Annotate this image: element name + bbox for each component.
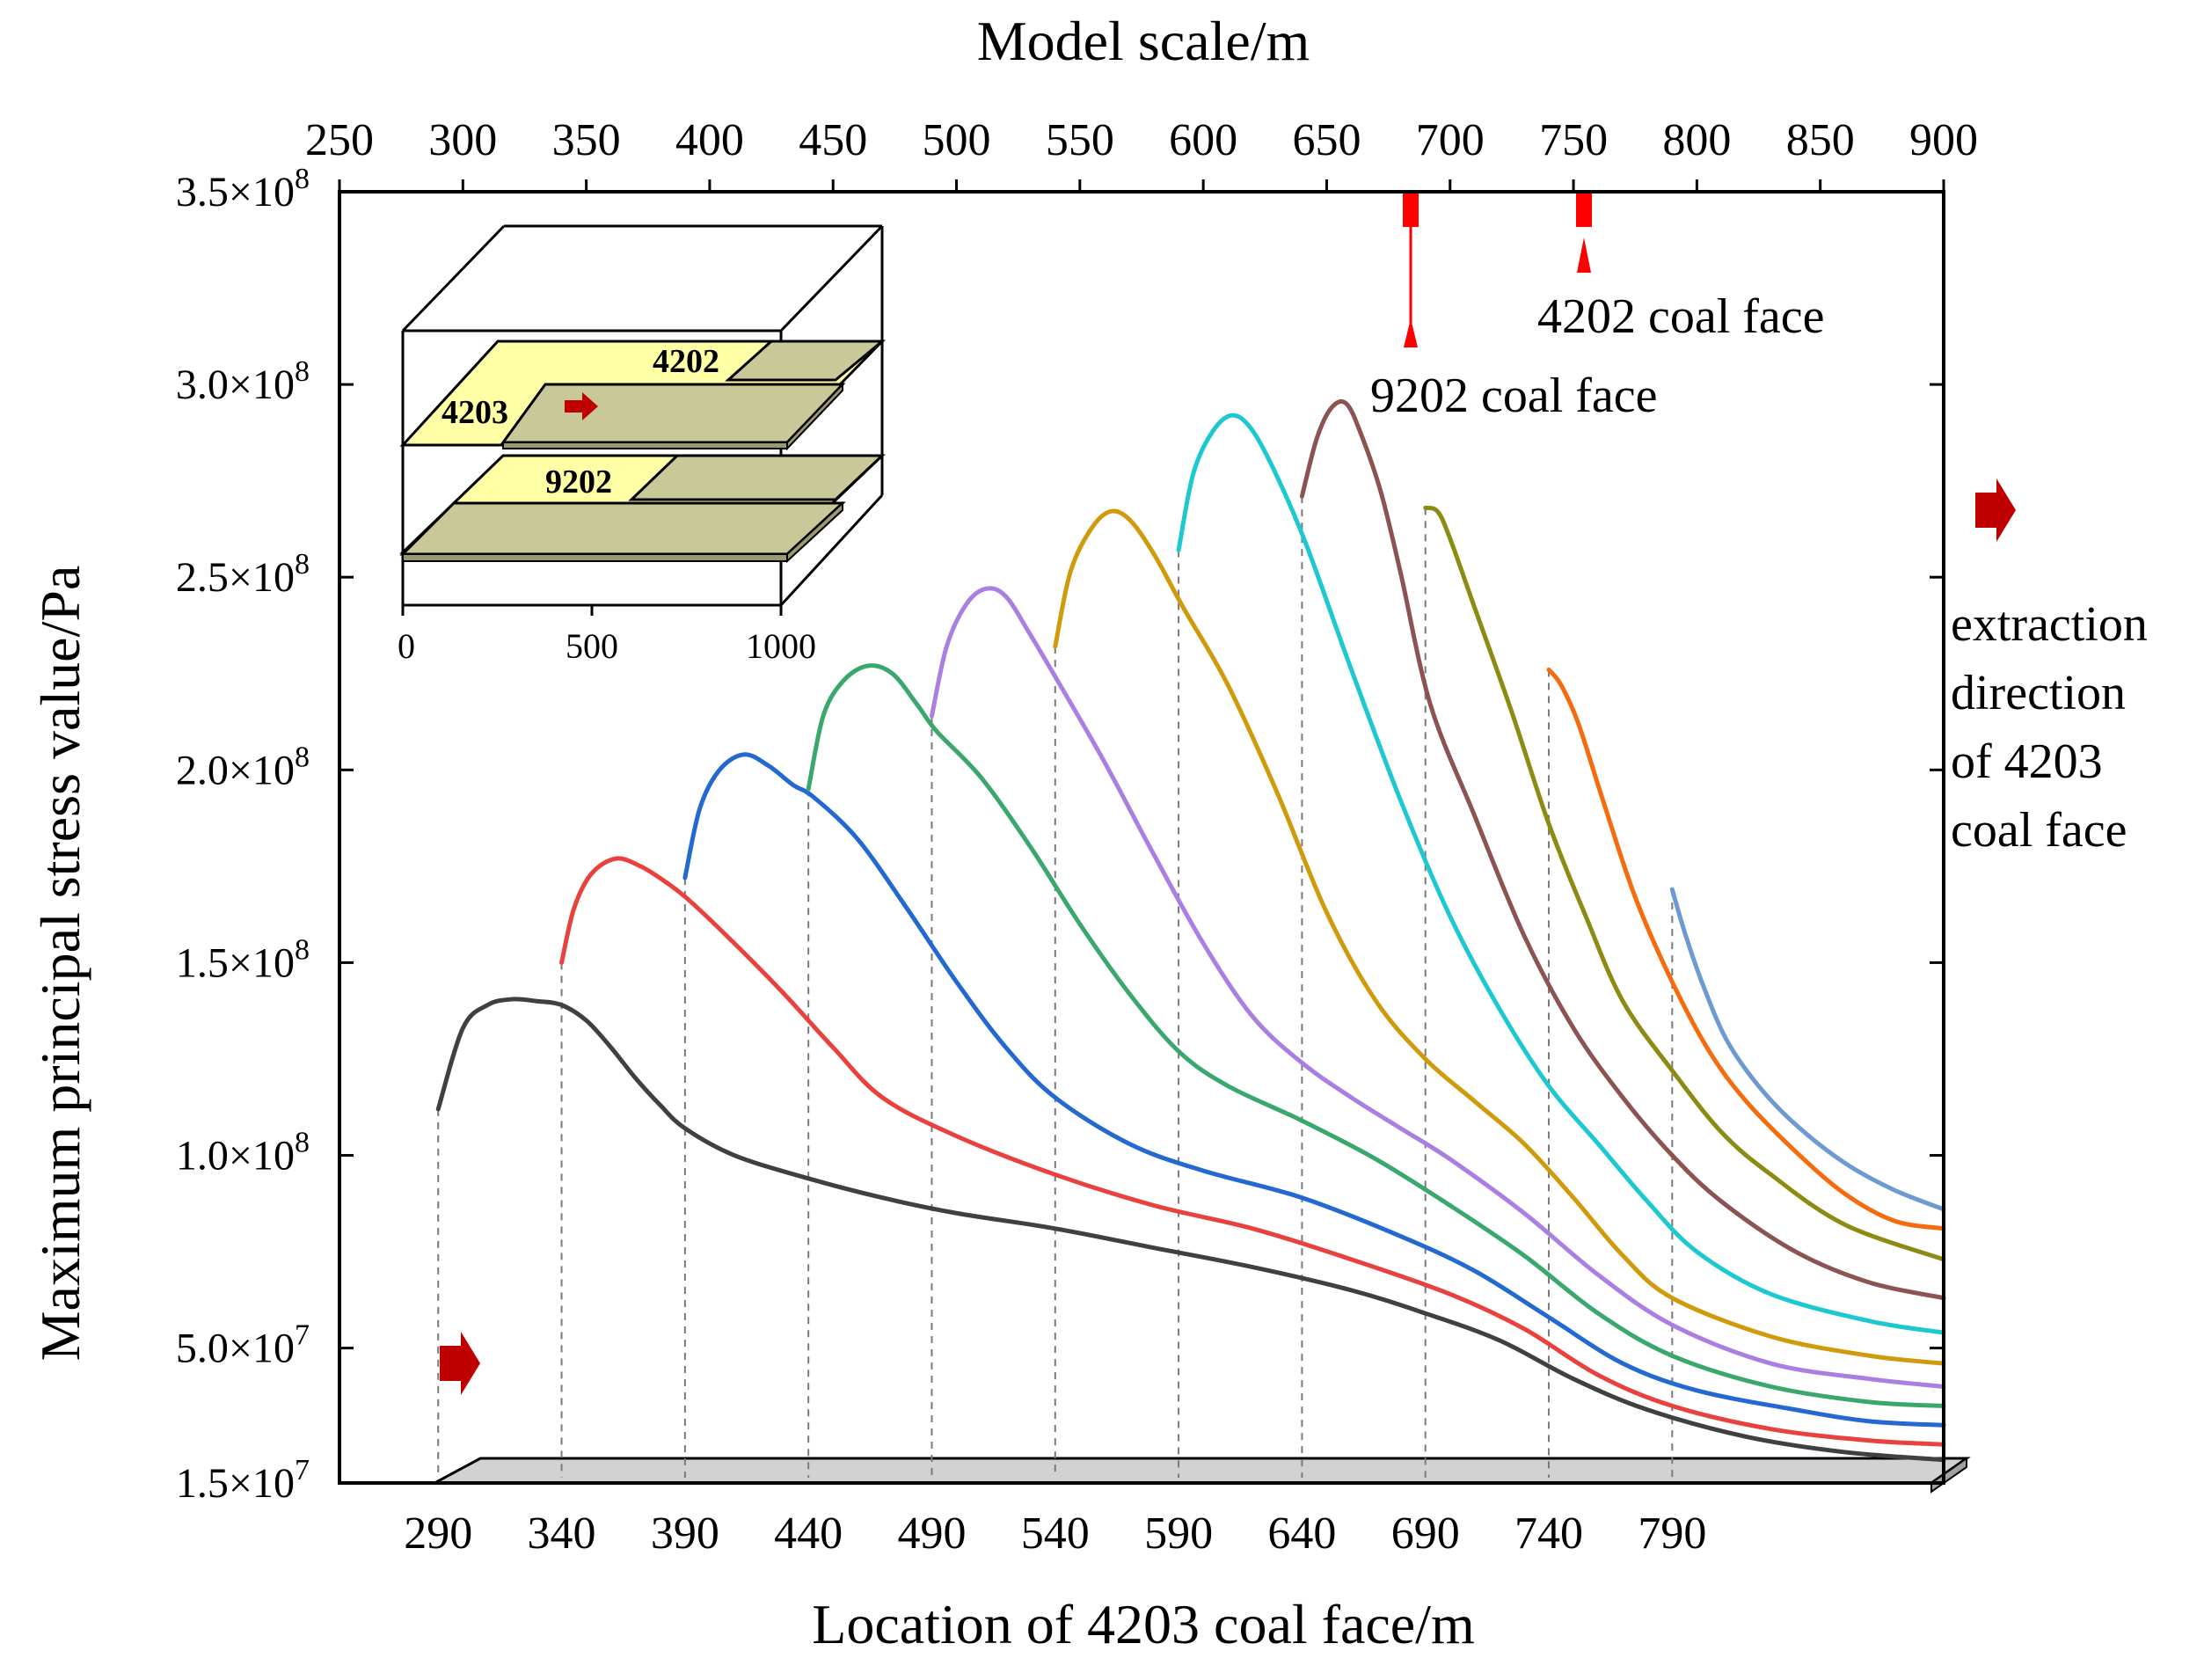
y-tick-label: 2.0×108 [176,741,310,793]
extraction-direction-text: extraction direction of 4203 coal face [1951,597,2160,858]
bottom-tick-label: 390 [651,1508,719,1559]
bottom-tick-label: 590 [1144,1508,1213,1559]
plot-frame [338,190,1945,1485]
inset-tick-500: 500 [566,626,618,666]
bottom-axis-title: Location of 4203 coal face/m [812,1593,1474,1655]
model-inset: 4202 4203 9202 0 500 1000 [398,224,887,666]
series-line-440 [806,663,1946,1408]
bottom-tick-label: 790 [1638,1508,1706,1559]
y-tick-label: 1.0×108 [176,1127,310,1180]
coal-face-4202-label: 4202 coal face [1537,289,1824,344]
start-arrow-icon [440,1332,480,1395]
inset-tick-0: 0 [398,626,415,666]
series-line-590 [1176,413,1946,1335]
top-tick-label: 750 [1539,115,1608,165]
extraction-line-1: extraction [1951,597,2148,652]
y-tick-mantissa: 3.5 [176,169,229,215]
series-line-340 [559,856,1946,1447]
y-axis-title: Maximum principal stress value/Pa [29,566,91,1362]
inset-label-9202: 9202 [545,464,612,500]
inset-label-4203: 4203 [442,394,508,431]
bottom-tick-label: 690 [1391,1508,1460,1559]
y-tick-exponent: 8 [295,741,310,773]
bottom-tick-label: 340 [528,1508,596,1559]
y-tick-mantissa: 1.5 [176,1460,229,1507]
top-tick-label: 400 [675,115,744,165]
y-tick-label: 5.0×107 [176,1319,310,1372]
y-tick-exponent: 7 [295,1319,310,1352]
coal-face-4202-marker [1576,194,1592,273]
bottom-tick-label: 640 [1267,1508,1336,1559]
y-tick-label: 1.5×107 [176,1454,310,1507]
top-tick-label: 300 [428,115,497,165]
coal-face-9202-label: 9202 coal face [1370,369,1657,423]
top-tick-label: 900 [1909,115,1978,165]
y-tick-exponent: 8 [295,1127,310,1159]
y-tick-label: 3.5×108 [176,163,310,215]
y-tick-mantissa: 1.5 [176,939,229,986]
extraction-line-4: coal face [1951,803,2127,858]
top-tick-label: 550 [1046,115,1114,165]
top-axis-title: Model scale/m [977,10,1310,72]
y-tick-exponent: 8 [295,355,310,388]
top-tick-label: 850 [1786,115,1855,165]
y-tick-exponent: 8 [295,548,310,581]
baseline-plate [434,1457,1971,1485]
y-tick-label: 2.5×108 [176,548,310,601]
series-line-690 [1423,505,1946,1262]
series-line-640 [1299,398,1946,1301]
plot-decor [434,496,1971,1494]
top-tick-label: 450 [799,115,867,165]
top-tick-label: 800 [1662,115,1731,165]
series-line-790 [1669,887,1946,1212]
extraction-arrow-icon [1975,478,2016,542]
coal-face-9202-marker [1403,194,1419,347]
series-line-390 [682,752,1946,1428]
tick-layer: 250 300 350 400 450 500 550 600 650 700 750 800 850 9… [176,115,1978,1559]
series-line-740 [1546,667,1946,1231]
series-line-540 [1053,508,1946,1366]
series-layer [435,398,1946,1463]
y-tick-label: 3.0×108 [176,355,310,408]
inset-tick-1000: 1000 [746,626,816,666]
series-line-490 [929,586,1946,1389]
top-tick-label: 250 [305,115,374,165]
y-tick-mantissa: 2.0 [176,747,229,793]
y-tick-label: 1.5×108 [176,933,310,986]
y-tick-exponent: 8 [295,933,310,966]
y-tick-mantissa: 1.0 [176,1133,229,1180]
bottom-tick-label: 740 [1514,1508,1583,1559]
top-tick-label: 650 [1292,115,1361,165]
top-tick-label: 700 [1416,115,1485,165]
y-tick-mantissa: 5.0 [176,1326,229,1372]
bottom-tick-label: 490 [897,1508,966,1559]
top-tick-label: 350 [552,115,621,165]
y-tick-exponent: 7 [295,1454,310,1486]
series-line-290 [435,997,1946,1463]
bottom-tick-label: 290 [404,1508,472,1559]
bottom-tick-label: 440 [774,1508,843,1559]
extraction-line-2: direction [1951,666,2126,720]
y-tick-mantissa: 2.5 [176,554,229,601]
inset-label-4202: 4202 [653,343,719,380]
top-tick-label: 500 [923,115,991,165]
y-tick-exponent: 8 [295,163,310,195]
top-tick-label: 600 [1169,115,1237,165]
bottom-tick-label: 540 [1021,1508,1090,1559]
y-tick-mantissa: 3.0 [176,362,229,408]
extraction-line-3: of 4203 [1951,734,2103,789]
